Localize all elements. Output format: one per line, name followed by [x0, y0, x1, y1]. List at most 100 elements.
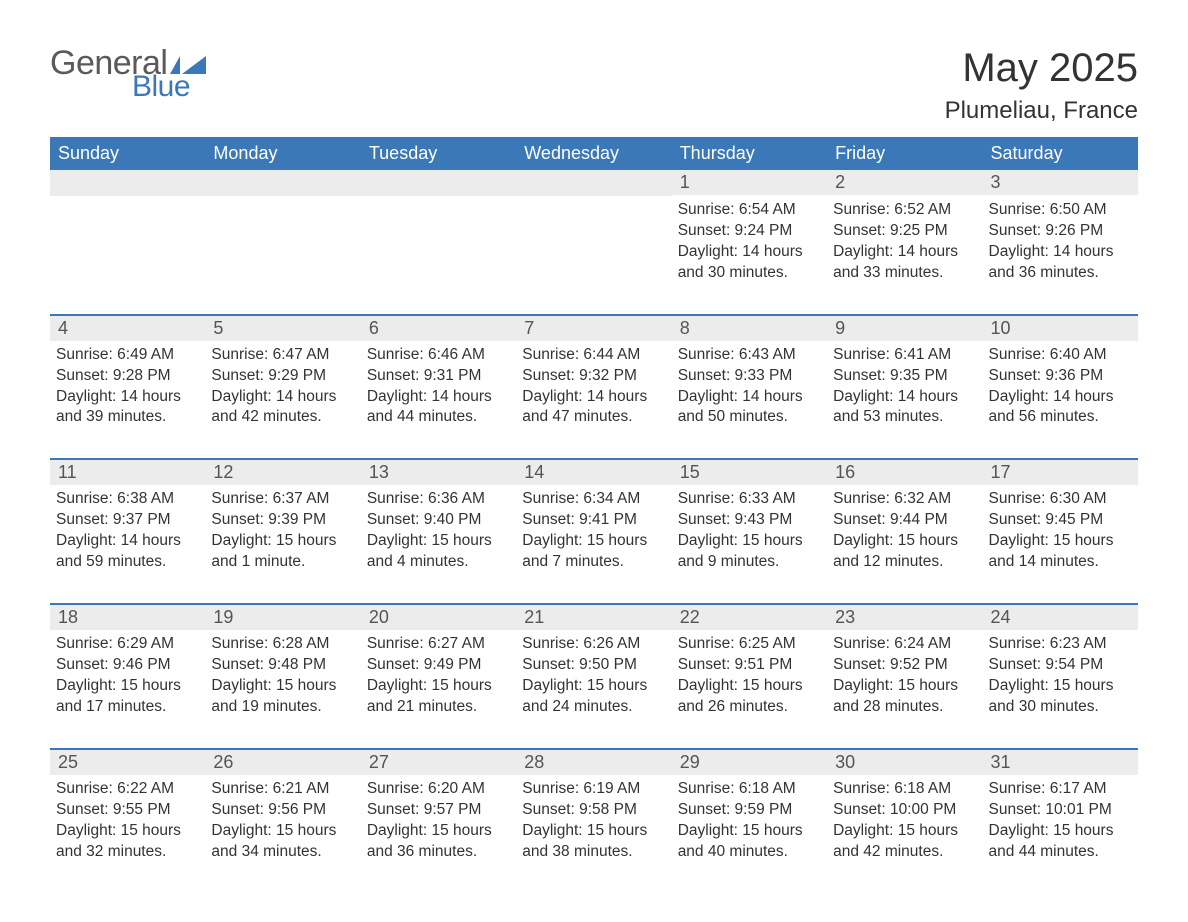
sunset-line: Sunset: 9:45 PM	[989, 510, 1132, 531]
day-details: Sunrise: 6:29 AMSunset: 9:46 PMDaylight:…	[50, 630, 205, 726]
daylight-line: Daylight: 14 hours and 47 minutes.	[522, 387, 665, 429]
day-details: Sunrise: 6:52 AMSunset: 9:25 PMDaylight:…	[827, 196, 982, 292]
day-cell: Sunrise: 6:47 AMSunset: 9:29 PMDaylight:…	[205, 341, 360, 460]
sunset-line: Sunset: 9:44 PM	[833, 510, 976, 531]
day-cell: Sunrise: 6:18 AMSunset: 9:59 PMDaylight:…	[672, 775, 827, 893]
sunset-line: Sunset: 9:55 PM	[56, 800, 199, 821]
daylight-line: Daylight: 14 hours and 44 minutes.	[367, 387, 510, 429]
day-details: Sunrise: 6:41 AMSunset: 9:35 PMDaylight:…	[827, 341, 982, 437]
daylight-line: Daylight: 14 hours and 59 minutes.	[56, 531, 199, 573]
day-cell: Sunrise: 6:54 AMSunset: 9:24 PMDaylight:…	[672, 196, 827, 315]
day-cell: Sunrise: 6:25 AMSunset: 9:51 PMDaylight:…	[672, 630, 827, 749]
day-number: 4	[50, 316, 205, 341]
empty-day	[361, 170, 516, 196]
day-details: Sunrise: 6:19 AMSunset: 9:58 PMDaylight:…	[516, 775, 671, 871]
sunset-line: Sunset: 9:29 PM	[211, 366, 354, 387]
day-cell: Sunrise: 6:28 AMSunset: 9:48 PMDaylight:…	[205, 630, 360, 749]
week-number-row: 123	[50, 170, 1138, 196]
week-body-row: Sunrise: 6:22 AMSunset: 9:55 PM Daylight:…	[50, 775, 1138, 893]
daylight-line: Daylight: 14 hours and 50 minutes.	[678, 387, 821, 429]
month-year-title: May 2025	[945, 46, 1138, 91]
day-number: 23	[827, 605, 982, 630]
sunrise-line: Sunrise: 6:28 AM	[211, 634, 354, 655]
day-cell	[361, 196, 516, 315]
day-cell: Sunrise: 6:44 AMSunset: 9:32 PMDaylight:…	[516, 341, 671, 460]
day-cell: Sunrise: 6:26 AMSunset: 9:50 PMDaylight:…	[516, 630, 671, 749]
day-number: 31	[983, 750, 1138, 775]
sunrise-line: Sunrise: 6:37 AM	[211, 489, 354, 510]
day-cell: Sunrise: 6:22 AMSunset: 9:55 PMDaylight:…	[50, 775, 205, 893]
day-details: Sunrise: 6:22 AMSunset: 9:55 PMDaylight:…	[50, 775, 205, 871]
day-details: Sunrise: 6:27 AMSunset: 9:49 PMDaylight:…	[361, 630, 516, 726]
sunrise-line: Sunrise: 6:24 AM	[833, 634, 976, 655]
day-number: 13	[361, 460, 516, 485]
page-header: General Blue May 2025 Plumeliau, France	[50, 46, 1138, 125]
day-details: Sunrise: 6:33 AMSunset: 9:43 PMDaylight:…	[672, 485, 827, 581]
day-details: Sunrise: 6:38 AMSunset: 9:37 PMDaylight:…	[50, 485, 205, 581]
day-number: 6	[361, 316, 516, 341]
day-number: 19	[205, 605, 360, 630]
sunset-line: Sunset: 9:56 PM	[211, 800, 354, 821]
day-number: 16	[827, 460, 982, 485]
daylight-line: Daylight: 15 hours and 40 minutes.	[678, 821, 821, 863]
daylight-line: Daylight: 14 hours and 56 minutes.	[989, 387, 1132, 429]
sunset-line: Sunset: 9:25 PM	[833, 221, 976, 242]
day-details: Sunrise: 6:23 AMSunset: 9:54 PMDaylight:…	[983, 630, 1138, 726]
sunrise-line: Sunrise: 6:47 AM	[211, 345, 354, 366]
week-body-row: Sunrise: 6:49 AMSunset: 9:28 PMDaylight:…	[50, 341, 1138, 460]
sunrise-line: Sunrise: 6:22 AM	[56, 779, 199, 800]
day-cell: Sunrise: 6:34 AMSunset: 9:41 PMDaylight:…	[516, 485, 671, 604]
day-details: Sunrise: 6:30 AMSunset: 9:45 PMDaylight:…	[983, 485, 1138, 581]
sunset-line: Sunset: 9:57 PM	[367, 800, 510, 821]
day-cell: Sunrise: 6:52 AMSunset: 9:25 PMDaylight:…	[827, 196, 982, 315]
sunset-line: Sunset: 9:32 PM	[522, 366, 665, 387]
day-details: Sunrise: 6:17 AMSunset: 10:01 PMDaylight…	[983, 775, 1138, 871]
sunrise-line: Sunrise: 6:21 AM	[211, 779, 354, 800]
brand-word-2: Blue	[132, 72, 206, 102]
day-cell: Sunrise: 6:21 AMSunset: 9:56 PMDaylight:…	[205, 775, 360, 893]
week-number-row: 45678910	[50, 315, 1138, 341]
calendar-body: 123Sunrise: 6:54 AMSunset: 9:24 PMDaylig…	[50, 170, 1138, 892]
day-details: Sunrise: 6:54 AMSunset: 9:24 PMDaylight:…	[672, 196, 827, 292]
week-body-row: Sunrise: 6:38 AMSunset: 9:37 PMDaylight:…	[50, 485, 1138, 604]
sunset-line: Sunset: 9:37 PM	[56, 510, 199, 531]
calendar-table: Sunday Monday Tuesday Wednesday Thursday…	[50, 137, 1138, 892]
day-cell: Sunrise: 6:41 AMSunset: 9:35 PMDaylight:…	[827, 341, 982, 460]
sunrise-line: Sunrise: 6:33 AM	[678, 489, 821, 510]
daylight-line: Daylight: 15 hours and 12 minutes.	[833, 531, 976, 573]
daylight-line: Daylight: 15 hours and 30 minutes.	[989, 676, 1132, 718]
daylight-line: Daylight: 15 hours and 34 minutes.	[211, 821, 354, 863]
sunrise-line: Sunrise: 6:54 AM	[678, 200, 821, 221]
brand-logo: General Blue	[50, 46, 206, 102]
sunset-line: Sunset: 9:35 PM	[833, 366, 976, 387]
sunset-line: Sunset: 9:54 PM	[989, 655, 1132, 676]
sunrise-line: Sunrise: 6:44 AM	[522, 345, 665, 366]
daylight-line: Daylight: 15 hours and 24 minutes.	[522, 676, 665, 718]
sunset-line: Sunset: 9:31 PM	[367, 366, 510, 387]
sunrise-line: Sunrise: 6:30 AM	[989, 489, 1132, 510]
daylight-line: Daylight: 15 hours and 26 minutes.	[678, 676, 821, 718]
sunrise-line: Sunrise: 6:23 AM	[989, 634, 1132, 655]
sunset-line: Sunset: 9:51 PM	[678, 655, 821, 676]
day-number: 30	[827, 750, 982, 775]
sunrise-line: Sunrise: 6:52 AM	[833, 200, 976, 221]
sunset-line: Sunset: 9:46 PM	[56, 655, 199, 676]
day-number: 10	[983, 316, 1138, 341]
day-number: 18	[50, 605, 205, 630]
daylight-line: Daylight: 15 hours and 19 minutes.	[211, 676, 354, 718]
weekday-header: Tuesday	[361, 137, 516, 170]
day-details: Sunrise: 6:47 AMSunset: 9:29 PMDaylight:…	[205, 341, 360, 437]
day-number: 9	[827, 316, 982, 341]
sunset-line: Sunset: 9:52 PM	[833, 655, 976, 676]
sunrise-line: Sunrise: 6:18 AM	[833, 779, 976, 800]
day-cell: Sunrise: 6:24 AMSunset: 9:52 PMDaylight:…	[827, 630, 982, 749]
day-number: 14	[516, 460, 671, 485]
sunset-line: Sunset: 9:41 PM	[522, 510, 665, 531]
sunrise-line: Sunrise: 6:26 AM	[522, 634, 665, 655]
sunrise-line: Sunrise: 6:29 AM	[56, 634, 199, 655]
day-number: 12	[205, 460, 360, 485]
day-cell: Sunrise: 6:43 AMSunset: 9:33 PMDaylight:…	[672, 341, 827, 460]
sunset-line: Sunset: 9:59 PM	[678, 800, 821, 821]
day-cell: Sunrise: 6:17 AMSunset: 10:01 PMDaylight…	[983, 775, 1138, 893]
day-number: 20	[361, 605, 516, 630]
